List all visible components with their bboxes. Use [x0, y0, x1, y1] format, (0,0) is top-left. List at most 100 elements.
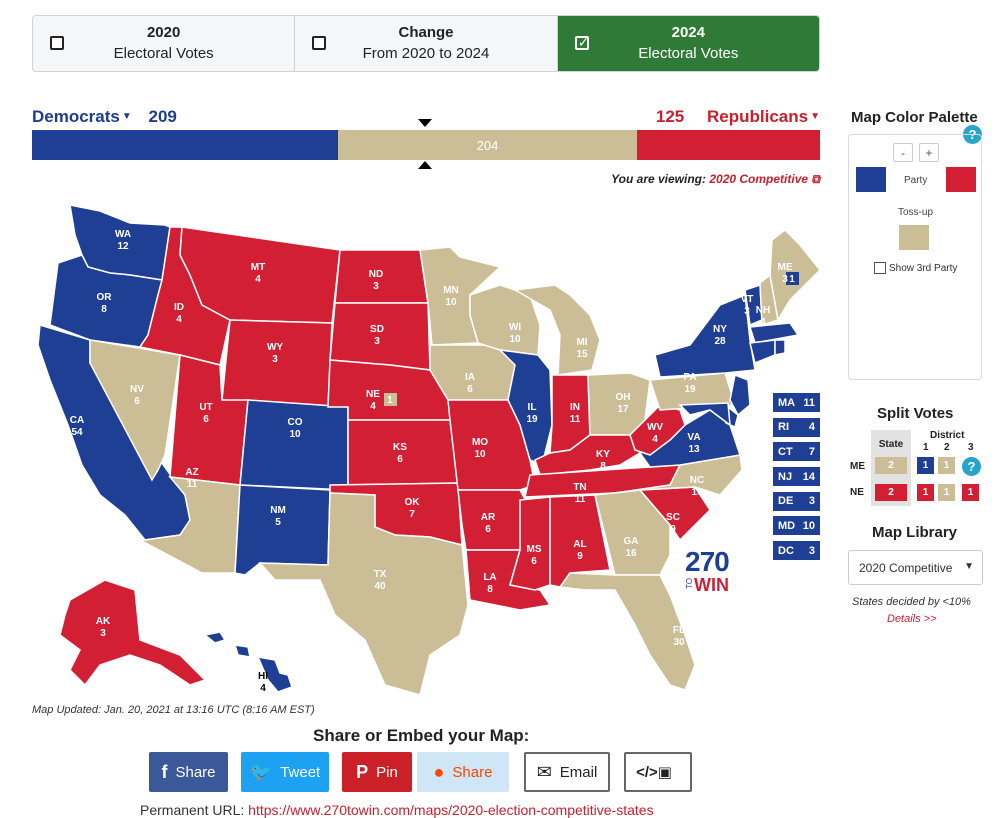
external-link-icon[interactable]: ⧉: [811, 172, 820, 186]
toggle-2024-electoral-votes[interactable]: ✓ 2024 Electoral Votes: [557, 16, 819, 71]
map-updated-text: Map Updated: Jan. 20, 2021 at 13:16 UTC …: [32, 704, 315, 716]
me-state-cell[interactable]: 2: [875, 457, 907, 474]
state-ct[interactable]: [749, 339, 776, 365]
state-sd[interactable]: [329, 302, 431, 371]
state-md[interactable]: [678, 402, 731, 427]
pinterest-label: Pin: [376, 763, 398, 781]
small-state-md[interactable]: MD 10: [773, 516, 820, 536]
state-hi[interactable]: [203, 631, 293, 693]
split-help-icon[interactable]: ?: [962, 457, 981, 476]
ne-district-1-cell[interactable]: 1: [917, 484, 934, 501]
state-ev-nc: 16: [691, 487, 703, 498]
ne-district-3-cell[interactable]: 1: [962, 484, 979, 501]
small-state-ri[interactable]: RI 4: [773, 417, 820, 437]
embed-image-button[interactable]: </>▣: [624, 752, 692, 792]
state-tx[interactable]: [258, 492, 469, 696]
checkbox-change[interactable]: [312, 36, 327, 50]
state-label-sd: SD: [370, 324, 384, 335]
state-nc[interactable]: [614, 454, 743, 496]
democrats-tally[interactable]: Democrats ▼ 209: [32, 107, 177, 127]
state-ev-pa: 19: [684, 384, 696, 395]
ne-state-cell[interactable]: 2: [875, 484, 907, 501]
small-state-nj[interactable]: NJ 14: [773, 467, 820, 487]
state-fl[interactable]: [558, 572, 696, 691]
state-label-la: LA: [483, 572, 496, 583]
envelope-icon: ✉: [536, 761, 552, 782]
split-district-header: District: [930, 430, 965, 441]
logo-win: WIN: [694, 575, 729, 595]
state-ev-sd: 3: [374, 336, 380, 347]
state-label-ga: GA: [624, 536, 639, 547]
map-library-select[interactable]: 2020 Competitive ▼: [848, 550, 983, 585]
state-ev-nd: 3: [373, 281, 379, 292]
state-ak[interactable]: [59, 579, 207, 687]
small-state-ev: 3: [808, 544, 815, 557]
email-share-button[interactable]: ✉ Email: [524, 752, 610, 792]
small-state-abbr: DE: [778, 495, 794, 508]
checkbox-2024-checked[interactable]: ✓: [574, 34, 589, 50]
me-district-box: [786, 272, 799, 285]
help-glyph: ?: [967, 459, 976, 474]
viewing-map-link[interactable]: 2020 Competitive: [709, 172, 809, 186]
state-label-mo: MO: [472, 437, 488, 448]
show-3rd-party-label: Show 3rd Party: [889, 262, 958, 274]
details-link[interactable]: Details >>: [887, 613, 937, 625]
state-mi[interactable]: [512, 284, 601, 376]
toggle-2020-electoral-votes[interactable]: 2020 Electoral Votes: [33, 16, 296, 71]
state-ev-la: 8: [487, 584, 493, 595]
republicans-tally[interactable]: 125 Republicans ▼: [656, 107, 820, 127]
state-label-vt: VT: [741, 294, 754, 305]
show-3rd-party-checkbox[interactable]: [874, 262, 886, 274]
state-ev-wi: 10: [509, 334, 521, 345]
chevron-down-icon: ▼: [964, 561, 974, 572]
state-ev-nv: 6: [134, 396, 140, 407]
state-nm[interactable]: [234, 484, 331, 576]
share-heading: Share or Embed your Map:: [313, 726, 530, 745]
map-library-title: Map Library: [872, 524, 958, 541]
state-label-id: ID: [174, 302, 184, 313]
state-label-me: ME: [778, 262, 793, 273]
facebook-share-button[interactable]: f Share: [149, 752, 228, 792]
state-label-tx: TX: [374, 569, 387, 580]
state-co[interactable]: [239, 399, 349, 491]
small-state-ma[interactable]: MA 11: [773, 393, 820, 412]
palette-minus-button[interactable]: -: [893, 143, 913, 162]
state-wv[interactable]: [629, 404, 686, 456]
state-ev-wa: 12: [117, 241, 129, 252]
pinterest-share-button[interactable]: P Pin: [342, 752, 412, 792]
state-ev-ne: 4: [370, 401, 376, 412]
show-3rd-party-option[interactable]: Show 3rd Party: [874, 262, 957, 274]
ne-district-label: 1: [387, 395, 393, 406]
me-district-2-cell[interactable]: 1: [938, 457, 955, 474]
republicans-dropdown-label[interactable]: Republicans: [707, 107, 809, 126]
state-label-wa: WA: [115, 229, 131, 240]
state-ev-co: 10: [289, 429, 301, 440]
dem-color-swatch[interactable]: [856, 167, 886, 192]
small-state-ct[interactable]: CT 7: [773, 442, 820, 462]
270-marker-bottom-icon: [418, 161, 432, 169]
reddit-share-button[interactable]: ● Share: [417, 752, 509, 792]
small-state-dc[interactable]: DC 3: [773, 541, 820, 561]
state-nj[interactable]: [729, 373, 751, 417]
democrats-dropdown-label[interactable]: Democrats: [32, 107, 120, 126]
rep-color-swatch[interactable]: [946, 167, 976, 192]
ne-district-2-cell[interactable]: 1: [938, 484, 955, 501]
state-label-wv: WV: [647, 422, 663, 433]
state-ny[interactable]: [654, 293, 756, 378]
state-ri[interactable]: [774, 339, 786, 356]
rep-bar-segment: [636, 130, 820, 160]
state-ev-ms: 6: [531, 556, 537, 567]
small-state-ev: 3: [808, 495, 815, 508]
tossup-color-swatch[interactable]: [899, 225, 929, 250]
small-state-de[interactable]: DE 3: [773, 491, 820, 511]
twitter-share-button[interactable]: 🐦 Tweet: [241, 752, 329, 792]
state-label-ak: AK: [96, 616, 111, 627]
checkbox-2020[interactable]: [50, 36, 64, 50]
toggle-change[interactable]: Change From 2020 to 2024: [295, 16, 558, 71]
permanent-url-link[interactable]: https://www.270towin.com/maps/2020-elect…: [248, 802, 654, 818]
me-district-1-cell[interactable]: 1: [917, 457, 934, 474]
toggle-title: 2020: [146, 23, 181, 41]
palette-plus-button[interactable]: +: [919, 143, 939, 162]
state-ma[interactable]: [749, 322, 800, 344]
state-label-nc: NC: [690, 475, 704, 486]
